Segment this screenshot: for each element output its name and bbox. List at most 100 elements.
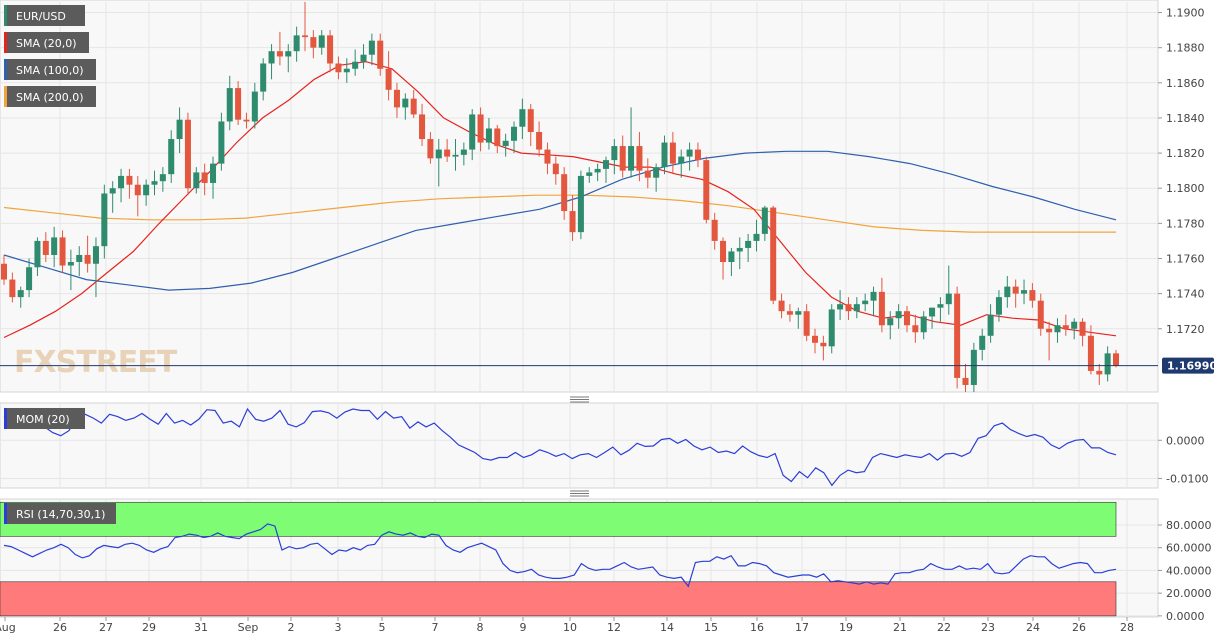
candle-body — [753, 233, 760, 241]
legend-mom[interactable]: MOM (20) — [4, 408, 85, 429]
price-y-tick-label: 1.1900 — [1166, 7, 1205, 20]
legend-sma20[interactable]: SMA (20,0) — [4, 32, 89, 53]
mom-pane-background — [0, 402, 1159, 489]
candle-body — [1054, 325, 1061, 333]
sma20-line — [3, 61, 1117, 339]
candle-body — [1104, 353, 1111, 375]
candle-body — [201, 172, 208, 183]
price-y-tick-label: 1.1720 — [1166, 323, 1205, 336]
candle-body — [786, 311, 793, 315]
candle-body — [1021, 290, 1028, 294]
legend-sma20-label: SMA (20,0) — [16, 37, 77, 50]
candle-body — [276, 51, 283, 57]
price-y-tick-label: 1.1840 — [1166, 112, 1205, 125]
candle-body — [1112, 353, 1120, 366]
candle-body — [226, 88, 233, 122]
rsi-pane-resize-handle[interactable] — [570, 490, 589, 497]
legend-rsi[interactable]: RSI (14,70,30,1) — [4, 503, 116, 524]
candle-body — [1037, 300, 1044, 329]
candle-body — [427, 139, 434, 159]
sma20-layer — [3, 61, 1117, 339]
candle-body — [954, 293, 961, 378]
candle-body — [393, 89, 400, 108]
candle-layer — [0, 2, 1120, 392]
current-price-tag — [1162, 357, 1214, 374]
mom-layer — [3, 407, 1117, 487]
candle-body — [820, 342, 827, 347]
rsi-overbought-zone — [0, 501, 1117, 537]
candle-body — [745, 240, 752, 248]
rsi-y-tick-label: 0.0000 — [1166, 610, 1205, 623]
candle-body — [444, 149, 451, 157]
candle-body — [803, 311, 810, 336]
price-y-tick-label: 1.1820 — [1166, 147, 1205, 160]
candle-body — [260, 63, 267, 92]
candle-body — [310, 37, 317, 48]
candle-body — [711, 219, 718, 241]
candle-body — [184, 119, 191, 189]
candle-body — [678, 156, 685, 164]
candle-body — [536, 132, 543, 150]
watermark-text: FXSTREET — [14, 345, 178, 380]
candle-body — [385, 68, 392, 90]
candle-body — [210, 163, 217, 183]
candle-body — [502, 140, 509, 147]
legend-sma200[interactable]: SMA (200,0) — [4, 86, 96, 107]
candle-body — [109, 188, 116, 194]
legend-symbol[interactable]: EUR/USD — [4, 5, 85, 26]
candle-body — [878, 291, 885, 326]
candle-body — [343, 68, 350, 73]
legend-rsi-label: RSI (14,70,30,1) — [16, 508, 105, 521]
candle-body — [703, 160, 710, 220]
x-tick-label: 15 — [704, 621, 718, 634]
candle-body — [26, 267, 33, 291]
price-y-tick-label: 1.1780 — [1166, 217, 1205, 230]
candle-body — [1062, 325, 1069, 329]
candle-body — [76, 254, 83, 262]
legend-mom-label: MOM (20) — [16, 413, 70, 426]
candle-body — [945, 293, 952, 305]
candle-body — [151, 181, 158, 185]
candle-body — [0, 263, 8, 280]
candle-body — [118, 175, 125, 189]
x-tick-label: 7 — [432, 621, 439, 634]
legend-sma100-label: SMA (100,0) — [16, 64, 84, 77]
priceline-layer: 1.16990 — [0, 357, 1217, 374]
candle-body — [301, 35, 309, 38]
legend-sma100[interactable]: SMA (100,0) — [4, 59, 96, 80]
candle-body — [937, 304, 944, 308]
candle-body — [460, 149, 467, 155]
candle-body — [1096, 370, 1103, 375]
candle-body — [410, 98, 417, 115]
x-tick-label: 3 — [335, 621, 342, 634]
candle-body — [845, 304, 852, 312]
sma200-line — [3, 194, 1116, 233]
x-tick-label: 27 — [99, 621, 113, 634]
x-tick-label: 16 — [750, 621, 764, 634]
candle-body — [778, 300, 785, 312]
candle-body — [34, 240, 41, 268]
x-tick-label: 22 — [937, 621, 951, 634]
candle-body — [176, 119, 183, 140]
candle-body — [92, 246, 99, 264]
candle-body — [736, 247, 743, 252]
candle-body — [318, 35, 325, 48]
candle-body — [870, 291, 877, 301]
mom-line — [3, 407, 1117, 487]
candle-body — [544, 149, 551, 164]
x-tick-label: 14 — [660, 621, 674, 634]
candle-body — [653, 167, 660, 178]
candle-body — [469, 114, 476, 150]
candle-body — [101, 193, 108, 247]
candle-body — [1046, 328, 1053, 333]
candle-body — [327, 35, 334, 64]
yaxis-layer: 1.1720 1.1740 1.1760 1.1780 1.1800 1.1820 1.18… — [1158, 7, 1212, 623]
candle-body — [619, 146, 626, 171]
candle-body — [143, 184, 150, 196]
rsi-y-tick-label: 80.0000 — [1166, 519, 1212, 532]
candle-body — [577, 175, 584, 233]
candle-body — [628, 146, 635, 171]
mom-pane-resize-handle[interactable] — [570, 396, 589, 403]
mom-y-tick-label: -0.0100 — [1166, 472, 1208, 485]
candle-body — [686, 149, 693, 157]
